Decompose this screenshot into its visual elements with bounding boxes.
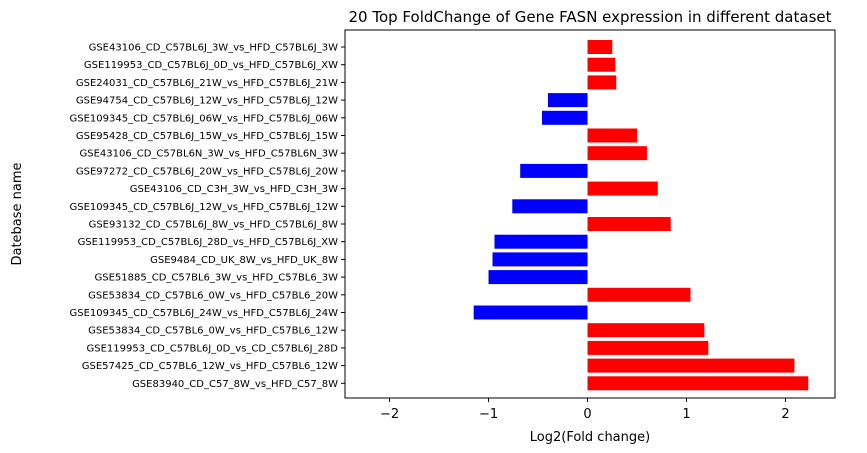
y-tick-label: GSE43106_CD_C57BL6J_3W_vs_HFD_C57BL6J_3W [89,43,339,54]
bar [520,163,588,178]
bar [587,57,616,72]
bar [492,252,588,267]
y-tick-label: GSE51885_CD_C57BL6_3W_vs_HFD_C57BL6_3W [94,273,338,284]
bar [541,110,588,125]
y-tick-label: GSE83940_CD_C57_8W_vs_HFD_C57_8W [132,379,338,390]
bar [587,75,617,90]
x-axis-label: Log2(Fold change) [530,430,650,445]
bar [587,358,795,373]
y-tick-label: GSE109345_CD_C57BL6J_06W_vs_HFD_C57BL6J_… [70,113,339,124]
y-tick-label: GSE95428_CD_C57BL6J_15W_vs_HFD_C57BL6J_1… [76,131,338,142]
x-tick-label: −1 [479,407,498,422]
y-tick-label: GSE97272_CD_C57BL6J_20W_vs_HFD_C57BL6J_2… [76,166,338,177]
bar [587,287,691,302]
bar [587,340,709,355]
y-axis-ticks: GSE43106_CD_C57BL6J_3W_vs_HFD_C57BL6J_3W… [70,43,345,390]
bars-group [473,40,809,391]
x-tick-label: 0 [583,407,591,422]
y-tick-label: GSE119953_CD_C57BL6J_28D_vs_HFD_C57BL6J_… [78,237,339,248]
x-axis-ticks: −2 −1 0 1 2 [380,398,790,422]
bar [587,181,658,196]
bar [587,146,647,161]
bar [587,217,671,231]
bar [547,93,588,108]
y-tick-label: GSE93132_CD_C57BL6J_8W_vs_HFD_C57BL6J_8W [89,220,339,231]
x-tick-label: 1 [682,407,690,422]
y-tick-label: GSE109345_CD_C57BL6J_12W_vs_HFD_C57BL6J_… [70,202,339,213]
bar [587,323,705,338]
bar [473,305,588,320]
y-tick-label: GSE119953_CD_C57BL6J_0D_vs_CD_C57BL6J_28… [87,343,339,354]
chart-title: 20 Top FoldChange of Gene FASN expressio… [348,8,831,26]
y-tick-label: GSE9484_CD_UK_8W_vs_HFD_UK_8W [150,255,338,266]
x-tick-label: 2 [781,407,789,422]
plot-frame [344,29,836,399]
bar [587,376,809,391]
y-tick-label: GSE94754_CD_C57BL6J_12W_vs_HFD_C57BL6J_1… [76,96,338,107]
y-axis-label: Datebase name [10,162,25,265]
bar [494,234,588,249]
bar [512,199,588,214]
y-tick-label: GSE53834_CD_C57BL6_0W_vs_HFD_C57BL6_20W [88,290,338,301]
bar [587,128,638,143]
x-tick-label: −2 [380,407,399,422]
y-tick-label: GSE57425_CD_C57BL6_12W_vs_HFD_C57BL6_12W [82,361,338,372]
y-tick-label: GSE24031_CD_C57BL6J_21W_vs_HFD_C57BL6J_2… [76,78,338,89]
y-tick-label: GSE53834_CD_C57BL6_0W_vs_HFD_C57BL6_12W [88,326,338,337]
y-tick-label: GSE109345_CD_C57BL6J_24W_vs_HFD_C57BL6J_… [70,308,339,319]
y-tick-label: GSE43106_CD_C3H_3W_vs_HFD_C3H_3W [130,184,338,195]
bar [587,40,613,54]
y-tick-label: GSE119953_CD_C57BL6J_0D_vs_HFD_C57BL6J_X… [84,60,338,71]
y-tick-label: GSE43106_CD_C57BL6N_3W_vs_HFD_C57BL6N_3W [80,149,339,160]
bar [488,270,588,285]
